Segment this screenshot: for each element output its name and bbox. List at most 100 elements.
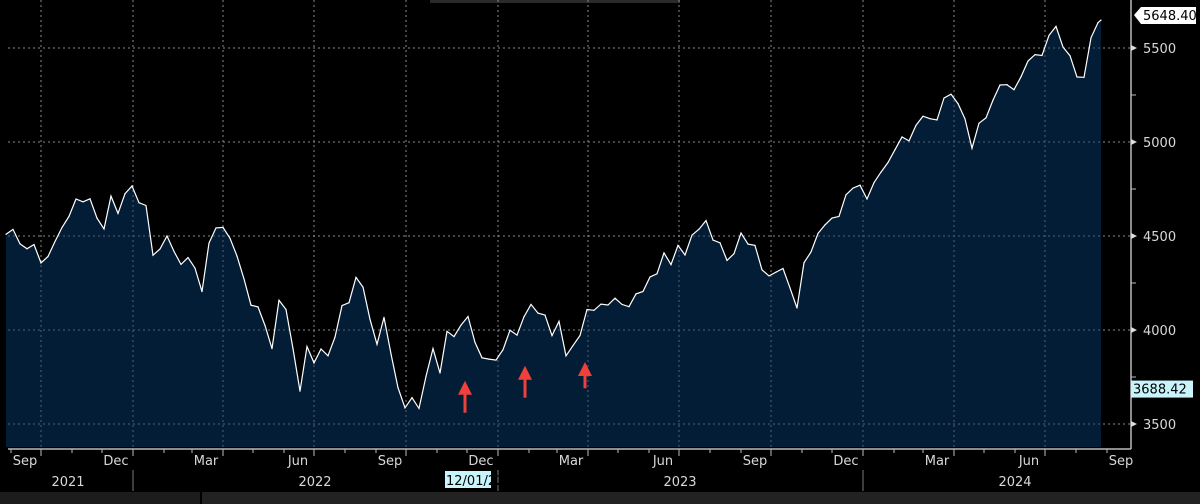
data-point — [824, 224, 826, 226]
data-point — [341, 304, 343, 307]
data-point — [698, 228, 700, 230]
data-point — [649, 276, 651, 278]
data-point — [481, 357, 483, 359]
data-point — [901, 136, 903, 138]
data-point — [565, 355, 567, 357]
data-point — [600, 303, 602, 305]
y-tick-label: 3500 — [1143, 418, 1176, 433]
month-label: Dec — [833, 454, 858, 469]
data-point — [75, 198, 77, 200]
data-point — [124, 193, 126, 195]
data-point — [488, 358, 490, 360]
arrow-head — [578, 361, 592, 376]
data-point — [719, 242, 721, 244]
data-point — [54, 240, 56, 243]
data-point — [1069, 55, 1071, 57]
data-point — [159, 248, 161, 250]
data-point — [663, 252, 665, 254]
data-point — [943, 97, 945, 99]
data-point — [292, 348, 294, 350]
data-point — [19, 243, 21, 245]
data-point — [40, 262, 42, 264]
data-point — [61, 226, 63, 229]
data-point — [418, 407, 420, 409]
y-tick-label: 5500 — [1143, 42, 1176, 57]
year-label: 2024 — [998, 475, 1031, 490]
data-point — [33, 243, 35, 246]
data-point — [852, 187, 854, 189]
data-point — [754, 244, 756, 246]
data-point — [551, 335, 553, 337]
data-point — [1020, 76, 1022, 78]
data-point — [978, 122, 980, 124]
data-point — [180, 263, 182, 265]
data-points — [5, 19, 1102, 409]
data-point — [278, 299, 280, 301]
y-tick-marker — [1131, 139, 1137, 145]
data-point — [1013, 89, 1015, 91]
data-point — [89, 198, 91, 200]
y-tick-marker — [1131, 421, 1137, 427]
data-point — [761, 269, 763, 271]
data-point — [145, 204, 147, 207]
month-label: Mar — [194, 454, 219, 469]
data-point — [803, 262, 805, 264]
data-point — [796, 307, 798, 309]
data-point — [530, 303, 532, 306]
data-point — [383, 316, 385, 319]
month-label: Mar — [925, 454, 950, 469]
y-tick-marker — [1131, 233, 1137, 239]
data-point — [215, 227, 217, 229]
data-point — [614, 297, 616, 299]
data-point — [1083, 76, 1085, 78]
data-point — [369, 318, 371, 320]
data-point — [523, 316, 525, 318]
data-point — [880, 171, 882, 173]
data-point — [138, 202, 140, 204]
data-point — [313, 362, 315, 364]
data-point — [873, 182, 875, 184]
data-point — [327, 355, 329, 357]
data-point — [82, 201, 84, 203]
last-value-marker: 5648.40 — [1134, 7, 1197, 24]
data-point — [425, 375, 427, 378]
year-label: 2021 — [51, 475, 84, 490]
year-label: 2022 — [298, 475, 331, 490]
data-point — [411, 397, 413, 399]
data-point — [439, 372, 441, 374]
data-point — [96, 217, 98, 219]
data-point — [166, 235, 168, 237]
data-point — [250, 304, 252, 306]
data-point — [1100, 19, 1102, 21]
data-point — [740, 232, 742, 234]
y-axis: 3500 4000 4500 5000 5500 — [1130, 0, 1176, 449]
data-point — [586, 308, 588, 311]
data-point — [355, 276, 357, 278]
gridlines-overlay — [8, 0, 1131, 447]
data-point — [229, 237, 231, 239]
data-point — [628, 306, 630, 308]
data-point — [516, 334, 518, 336]
data-point — [152, 254, 154, 256]
data-point — [348, 302, 350, 304]
data-point — [467, 315, 469, 318]
data-point — [194, 267, 196, 269]
data-point — [894, 149, 896, 151]
data-point — [733, 253, 735, 255]
data-point — [12, 228, 14, 231]
data-point — [999, 84, 1001, 86]
data-point — [110, 195, 112, 197]
data-point — [1055, 25, 1057, 27]
data-point — [929, 118, 931, 120]
data-point — [705, 219, 707, 222]
data-point — [495, 359, 497, 361]
data-point — [670, 263, 672, 266]
price-line — [5, 19, 1102, 410]
data-point — [656, 273, 658, 275]
red-arrow-icon — [458, 380, 472, 413]
data-point — [950, 93, 952, 95]
y-tick-label: 5000 — [1143, 136, 1176, 151]
data-point — [593, 309, 595, 311]
data-point — [460, 324, 462, 326]
data-point — [747, 243, 749, 245]
